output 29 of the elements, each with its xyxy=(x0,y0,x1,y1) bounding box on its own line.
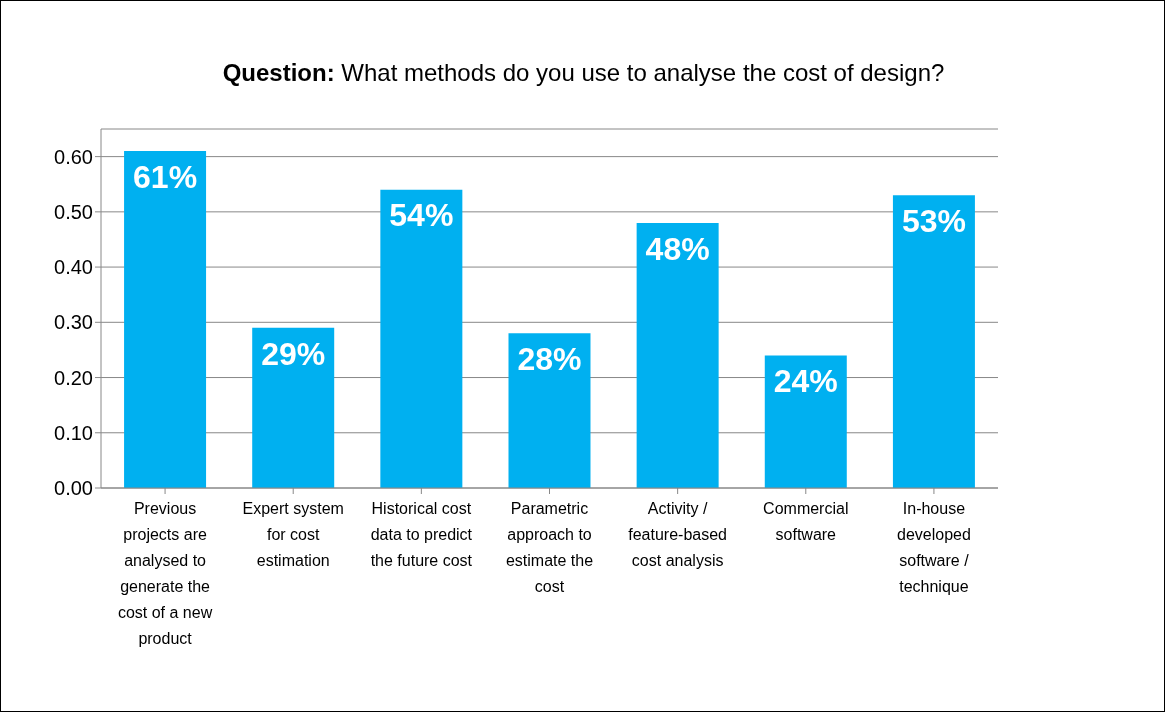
data-label: 24% xyxy=(773,363,838,400)
data-label: 61% xyxy=(133,158,198,195)
bar xyxy=(252,327,335,488)
bar xyxy=(892,195,975,488)
y-tick-label: 0.30 xyxy=(54,311,93,334)
y-tick-label: 0.50 xyxy=(54,200,93,223)
data-label: 28% xyxy=(517,341,582,378)
x-tick-label: Previous projects are analysed to generate the cost of a new product xyxy=(117,500,213,647)
bar xyxy=(636,222,719,488)
data-label: 54% xyxy=(389,197,454,234)
bar xyxy=(124,151,207,488)
x-tick-label: Activity / feature-based cost analysis xyxy=(628,500,728,569)
y-tick-label: 0.20 xyxy=(54,366,93,389)
y-tick-label: 0.60 xyxy=(54,145,93,168)
data-label: 53% xyxy=(901,203,966,239)
x-tick-label: Commercial software xyxy=(763,500,849,543)
x-tick-label: Historical cost data to predict the future cost xyxy=(370,500,473,569)
data-label: 48% xyxy=(645,230,710,267)
y-tick-label: 0.10 xyxy=(54,421,93,444)
x-tick-label: Parametric approach to estimate the cost xyxy=(505,500,594,595)
chart-title: Question: What methods do you use to analyse the cost of design? xyxy=(221,59,946,87)
y-tick-label: 0.40 xyxy=(54,256,93,279)
bar xyxy=(764,355,847,488)
bar xyxy=(380,189,463,488)
bar xyxy=(508,333,591,488)
x-tick-label: Expert system for cost estimation xyxy=(242,500,344,569)
data-label: 29% xyxy=(261,335,326,372)
x-tick-label: In-house developed software / technique xyxy=(897,500,971,595)
y-tick-label: 0.00 xyxy=(54,477,93,500)
